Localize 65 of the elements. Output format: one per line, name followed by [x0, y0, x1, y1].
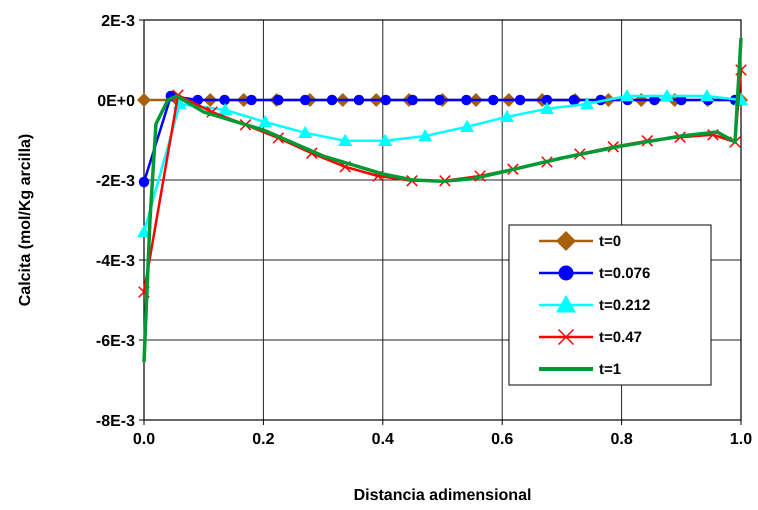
- point: [372, 170, 384, 182]
- point: [138, 176, 150, 188]
- point: [706, 128, 719, 141]
- point: [300, 94, 310, 106]
- point: [298, 126, 312, 138]
- y-tick-label: 0E+0: [97, 93, 136, 110]
- point: [418, 129, 432, 142]
- point: [607, 140, 620, 153]
- point: [660, 89, 674, 102]
- point: [542, 94, 552, 106]
- point: [620, 89, 634, 102]
- point: [354, 94, 364, 106]
- point: [380, 94, 392, 106]
- x-tick-label: 0.4: [372, 431, 394, 448]
- y-tick-label: -6E-3: [96, 333, 136, 350]
- x-tick-label: 0.6: [491, 431, 514, 448]
- line-series: [142, 36, 743, 364]
- point: [138, 286, 150, 298]
- point: [137, 93, 151, 107]
- legend-label: t=0.076: [599, 265, 650, 282]
- y-tick-label: -2E-3: [96, 173, 136, 190]
- point: [406, 174, 418, 187]
- x-tick-label: 0.0: [132, 431, 156, 448]
- point: [568, 94, 580, 106]
- point: [580, 97, 594, 110]
- point: [434, 94, 445, 106]
- legend-label: t=0.47: [599, 329, 642, 346]
- point: [273, 94, 284, 106]
- point: [438, 174, 451, 187]
- point: [574, 148, 586, 160]
- point: [674, 131, 686, 144]
- point: [407, 94, 418, 106]
- y-tick-label: -8E-3: [96, 413, 136, 430]
- legend-label: t=0.212: [599, 297, 650, 314]
- point: [500, 110, 514, 122]
- point: [258, 115, 272, 128]
- point: [219, 94, 230, 106]
- point: [246, 94, 257, 106]
- point: [339, 160, 352, 173]
- point: [460, 120, 474, 132]
- point: [461, 94, 472, 106]
- point: [326, 94, 338, 106]
- point: [218, 103, 232, 116]
- y-axis-title: Calcita (mol/Kg arcilla): [17, 134, 34, 306]
- x-tick-label: 0.8: [610, 431, 633, 448]
- point: [378, 134, 392, 146]
- point: [474, 170, 486, 182]
- point: [239, 118, 252, 131]
- point: [338, 134, 352, 146]
- point: [729, 136, 742, 148]
- point: [488, 94, 498, 106]
- point: [540, 102, 554, 114]
- point: [540, 156, 553, 168]
- y-tick-label: -4E-3: [96, 253, 136, 270]
- point: [506, 163, 519, 176]
- point: [641, 134, 654, 147]
- legend-label: t=1: [599, 361, 622, 378]
- y-tick-label: 2E-3: [101, 13, 136, 30]
- legend-label: t=0: [599, 233, 622, 250]
- x-tick-label: 0.2: [252, 431, 275, 448]
- x-tick-label: 1.0: [730, 431, 752, 448]
- x-axis-title: Distancia adimensional: [354, 487, 532, 504]
- point: [735, 64, 747, 76]
- point: [514, 94, 526, 106]
- point: [700, 89, 714, 102]
